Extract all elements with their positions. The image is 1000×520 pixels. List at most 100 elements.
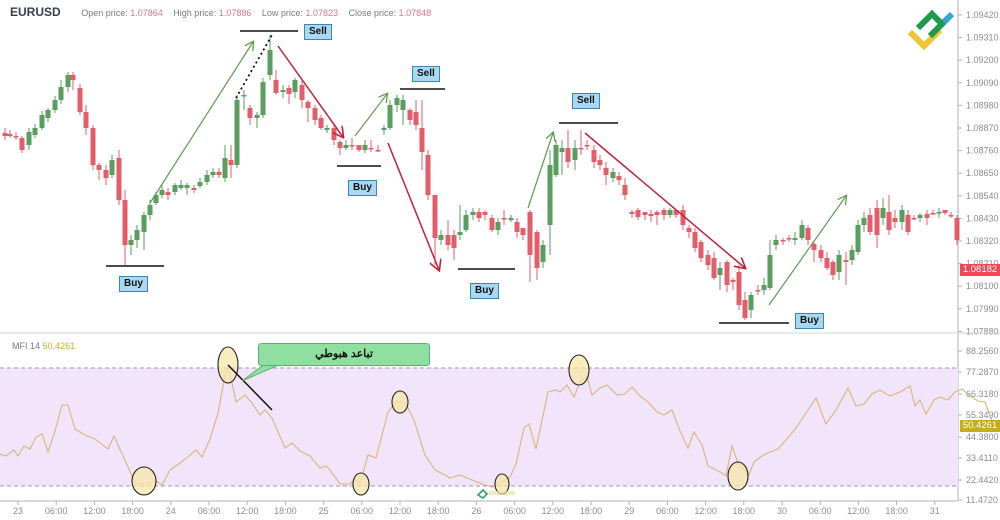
candle[interactable] — [917, 215, 923, 218]
candle[interactable] — [811, 244, 817, 250]
candle[interactable] — [527, 212, 533, 255]
candle[interactable] — [247, 108, 253, 118]
candle[interactable] — [489, 218, 495, 230]
candle[interactable] — [591, 150, 597, 162]
candle[interactable] — [520, 228, 526, 235]
candle[interactable] — [451, 235, 457, 248]
candle[interactable] — [849, 250, 855, 260]
candle[interactable] — [26, 132, 32, 145]
candle[interactable] — [705, 255, 711, 265]
candle[interactable] — [761, 285, 767, 290]
candle[interactable] — [153, 195, 159, 203]
candle[interactable] — [954, 218, 960, 240]
candle[interactable] — [109, 160, 115, 175]
candle[interactable] — [400, 100, 406, 110]
candle[interactable] — [77, 88, 83, 112]
candle[interactable] — [780, 240, 786, 242]
candle[interactable] — [299, 85, 305, 100]
candle[interactable] — [318, 118, 324, 128]
candle[interactable] — [482, 212, 488, 215]
candle[interactable] — [19, 138, 25, 150]
candle[interactable] — [495, 222, 501, 230]
candle[interactable] — [911, 218, 917, 220]
candle[interactable] — [730, 280, 736, 282]
candle[interactable] — [184, 185, 190, 188]
candle[interactable] — [805, 228, 811, 240]
candle[interactable] — [32, 128, 38, 135]
candle[interactable] — [70, 75, 76, 80]
candle[interactable] — [767, 255, 773, 288]
candle[interactable] — [880, 208, 886, 218]
candle[interactable] — [210, 172, 216, 175]
candle[interactable] — [13, 136, 19, 138]
candle[interactable] — [216, 172, 222, 175]
candle[interactable] — [667, 210, 673, 215]
candle[interactable] — [565, 148, 571, 162]
candle[interactable] — [773, 240, 779, 245]
candle[interactable] — [742, 300, 748, 318]
candle[interactable] — [698, 242, 704, 258]
candle[interactable] — [234, 100, 240, 165]
candle[interactable] — [799, 225, 805, 238]
price-axis[interactable]: 1.09420 1.09310 1.09200 1.09090 1.08980 1.088… — [958, 10, 999, 336]
candle[interactable] — [368, 148, 374, 150]
candle[interactable] — [419, 128, 425, 152]
candle[interactable] — [830, 262, 836, 275]
candle[interactable] — [425, 155, 431, 195]
candle[interactable] — [861, 218, 867, 225]
candle[interactable] — [936, 212, 942, 214]
candle[interactable] — [836, 255, 842, 272]
candle[interactable] — [445, 235, 451, 245]
candle[interactable] — [165, 192, 171, 195]
candle[interactable] — [673, 210, 679, 215]
candle[interactable] — [312, 108, 318, 120]
candle[interactable] — [305, 102, 311, 108]
candle[interactable] — [886, 212, 892, 230]
candle[interactable] — [843, 260, 849, 262]
candle[interactable] — [855, 225, 861, 252]
candle[interactable] — [642, 212, 648, 215]
candle[interactable] — [572, 148, 578, 160]
candle[interactable] — [141, 215, 147, 232]
candle[interactable] — [128, 240, 134, 245]
candle[interactable] — [387, 105, 393, 128]
candle[interactable] — [134, 230, 140, 240]
candle[interactable] — [736, 272, 742, 305]
candle[interactable] — [83, 112, 89, 128]
candle[interactable] — [159, 190, 165, 195]
candle[interactable] — [116, 158, 122, 200]
candle[interactable] — [349, 145, 355, 147]
candle[interactable] — [867, 215, 873, 232]
candlestick-series[interactable] — [2, 35, 960, 320]
candle[interactable] — [824, 258, 830, 268]
candle[interactable] — [280, 90, 286, 92]
candle[interactable] — [292, 80, 298, 92]
candle[interactable] — [52, 100, 58, 110]
candle[interactable] — [597, 160, 603, 165]
candle[interactable] — [501, 218, 507, 220]
candle[interactable] — [197, 182, 203, 186]
candle[interactable] — [286, 88, 292, 94]
candle[interactable] — [241, 95, 247, 97]
candle[interactable] — [553, 145, 559, 175]
candle[interactable] — [948, 215, 954, 217]
candle[interactable] — [172, 185, 178, 192]
candle[interactable] — [905, 215, 911, 232]
candle[interactable] — [534, 232, 540, 268]
candle[interactable] — [584, 145, 590, 147]
candle[interactable] — [470, 212, 476, 215]
candle[interactable] — [147, 205, 153, 215]
candle[interactable] — [381, 128, 387, 130]
candle[interactable] — [178, 185, 184, 188]
candle[interactable] — [559, 148, 565, 152]
candle[interactable] — [356, 145, 362, 150]
candle[interactable] — [476, 212, 482, 218]
candle[interactable] — [786, 238, 792, 240]
candle[interactable] — [222, 158, 228, 178]
candle[interactable] — [547, 165, 553, 225]
candle[interactable] — [394, 98, 400, 105]
time-axis[interactable]: 23 06:00 12:00 18:00 24 06:00 12:00 18:00 25 06:0… — [13, 501, 940, 516]
candle[interactable] — [375, 150, 381, 152]
candle[interactable] — [818, 250, 824, 258]
candle[interactable] — [654, 212, 660, 215]
